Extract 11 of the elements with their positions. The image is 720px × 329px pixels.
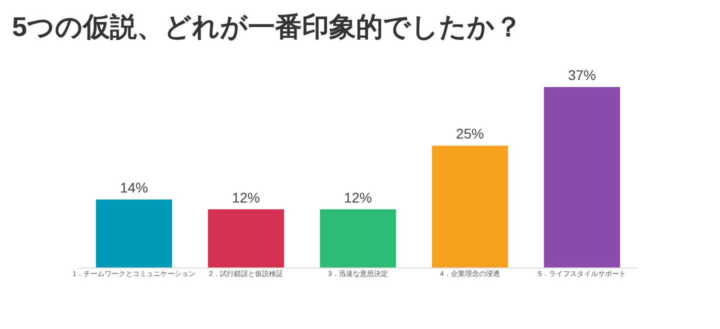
data-label: 37% (568, 67, 596, 83)
data-label: 12% (232, 189, 260, 206)
chart-title: 5つの仮説、どれが一番印象的でしたか？ (12, 12, 522, 42)
bar (320, 209, 396, 268)
data-label: 12% (344, 189, 372, 206)
data-label: 14% (120, 180, 148, 196)
bar (208, 209, 284, 268)
data-label: 25% (456, 126, 484, 142)
bar (96, 200, 172, 268)
bar (544, 87, 620, 268)
bar (432, 146, 508, 268)
